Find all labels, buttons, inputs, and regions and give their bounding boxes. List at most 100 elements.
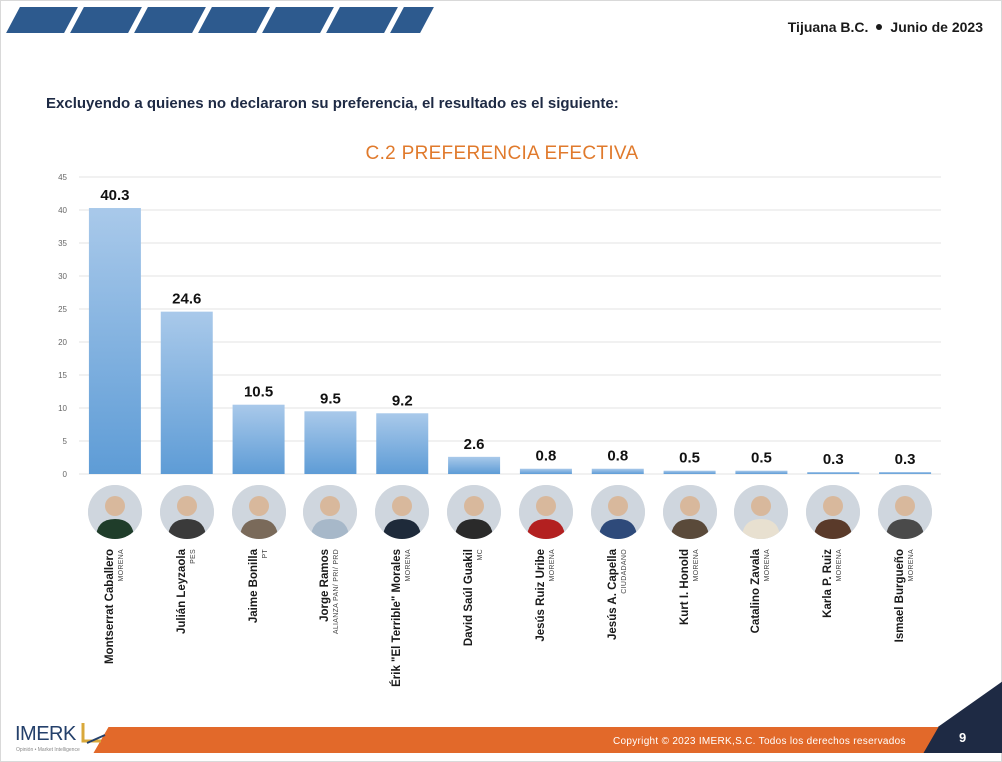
candidate-avatar: [159, 485, 214, 539]
candidate-party: MORENA: [692, 549, 700, 582]
candidate-label: Karla P. Ruiz MORENA: [813, 549, 853, 739]
candidate-party: MORENA: [548, 549, 556, 582]
candidate-party: ALIANZA PAN/ PRI/ PRD: [333, 549, 341, 635]
bar: [807, 472, 860, 474]
candidate-name: Montserrat Caballero: [103, 549, 116, 665]
data-label: 24.6: [172, 291, 201, 308]
candidate-name: Jorge Ramos: [319, 549, 332, 622]
bar: [663, 470, 716, 474]
location: Tijuana B.C.: [787, 19, 869, 35]
candidate-party: MC: [477, 549, 485, 561]
candidate-avatar: [303, 485, 358, 539]
candidate-name: Ismael Burgueño: [894, 549, 907, 643]
person-icon: [590, 485, 645, 539]
bar: [304, 411, 357, 474]
imerk-logo: IMERK Opinión • Market Intelligence: [15, 723, 106, 753]
candidate-party: PT: [261, 549, 269, 559]
y-tick-label: 45: [58, 173, 67, 182]
candidate-label: Montserrat Caballero MORENA: [95, 549, 135, 739]
candidate-name: David Saúl Guakil: [463, 549, 476, 647]
candidate-label: Kurt I. Honold MORENA: [670, 549, 710, 739]
y-tick-label: 30: [58, 272, 67, 281]
data-label: 10.5: [244, 384, 273, 401]
location-date: Tijuana B.C. Junio de 2023: [788, 19, 983, 35]
candidate-name: Jesús A. Capella: [606, 549, 619, 640]
person-icon: [734, 485, 789, 539]
data-label: 40.3: [100, 187, 129, 204]
bar: [591, 468, 644, 474]
person-icon: [878, 485, 933, 539]
data-label: 0.3: [823, 451, 844, 468]
y-tick-label: 35: [58, 239, 67, 248]
chart-title: C.2 PREFERENCIA EFECTIVA: [365, 143, 639, 164]
y-tick-label: 20: [58, 338, 67, 347]
candidate-avatar: [375, 485, 430, 539]
candidate-label: Jesús Ruiz Uribe MORENA: [526, 549, 566, 739]
person-icon: [87, 485, 142, 539]
person-icon: [159, 485, 214, 539]
bar: [735, 470, 788, 474]
data-label: 0.5: [679, 450, 700, 467]
candidate-party: MORENA: [405, 549, 413, 582]
date: Junio de 2023: [890, 19, 983, 35]
logo-mark-icon: [81, 723, 106, 744]
candidate-name: Julián Leyzaola: [175, 549, 188, 635]
y-tick-label: 40: [58, 206, 67, 215]
bar: [519, 468, 572, 474]
candidate-avatar: [590, 485, 645, 539]
logo-tagline: Opinión • Market Intelligence: [16, 747, 80, 753]
candidate-avatar: [231, 485, 286, 539]
candidate-avatar: [662, 485, 717, 539]
bar: [88, 208, 141, 474]
y-tick-label: 25: [58, 305, 67, 314]
candidate-name: Karla P. Ruiz: [822, 549, 835, 618]
bar: [376, 413, 429, 474]
data-label: 0.5: [751, 450, 772, 467]
bullet-icon: [876, 24, 883, 31]
candidate-label: Jaime Bonilla PT: [239, 549, 279, 739]
subtitle: Excluyendo a quienes no declararon su pr…: [46, 95, 619, 112]
y-tick-label: 10: [58, 404, 67, 413]
copyright: Copyright © 2023 IMERK,S.C. Todos los de…: [613, 736, 906, 747]
candidate-label: Érik "El Terrible" Morales MORENA: [382, 549, 422, 739]
candidate-party: MORENA: [836, 549, 844, 582]
data-label: 9.2: [392, 392, 413, 409]
y-tick-label: 15: [58, 371, 67, 380]
data-label: 0.3: [895, 451, 916, 468]
candidate-avatar: [734, 485, 789, 539]
candidate-name: Kurt I. Honold: [678, 549, 691, 626]
person-icon: [231, 485, 286, 539]
candidate-party: MORENA: [117, 549, 125, 582]
person-icon: [303, 485, 358, 539]
candidate-avatar: [878, 485, 933, 539]
candidate-label: Catalino Zavala MORENA: [741, 549, 781, 739]
candidate-label: Julián Leyzaola PES: [167, 549, 207, 739]
person-icon: [662, 485, 717, 539]
candidate-name: Jesús Ruiz Uribe: [534, 549, 547, 642]
bar: [448, 456, 501, 474]
person-icon: [447, 485, 502, 539]
bar: [232, 404, 285, 474]
candidate-party: MORENA: [764, 549, 772, 582]
data-label: 0.8: [607, 448, 628, 465]
candidate-party: MORENA: [908, 549, 916, 582]
candidate-party: PES: [189, 549, 197, 564]
candidate-avatar: [87, 485, 142, 539]
candidate-avatar: [518, 485, 573, 539]
candidate-avatar: [447, 485, 502, 539]
bar: [879, 472, 932, 474]
data-label: 0.8: [535, 448, 556, 465]
data-label: 2.6: [464, 436, 485, 453]
page-number: 9: [959, 730, 967, 745]
y-tick-label: 0: [63, 470, 68, 479]
candidate-avatar: [806, 485, 861, 539]
candidate-name: Catalino Zavala: [750, 549, 763, 634]
bar: [160, 311, 213, 474]
candidate-label: David Saúl Guakil MC: [454, 549, 494, 739]
candidate-label: Jorge Ramos ALIANZA PAN/ PRI/ PRD: [310, 549, 350, 739]
logo-text: IMERK: [15, 723, 76, 745]
candidate-name: Jaime Bonilla: [247, 549, 260, 624]
person-icon: [806, 485, 861, 539]
candidate-party: CIUDADANO: [620, 549, 628, 594]
